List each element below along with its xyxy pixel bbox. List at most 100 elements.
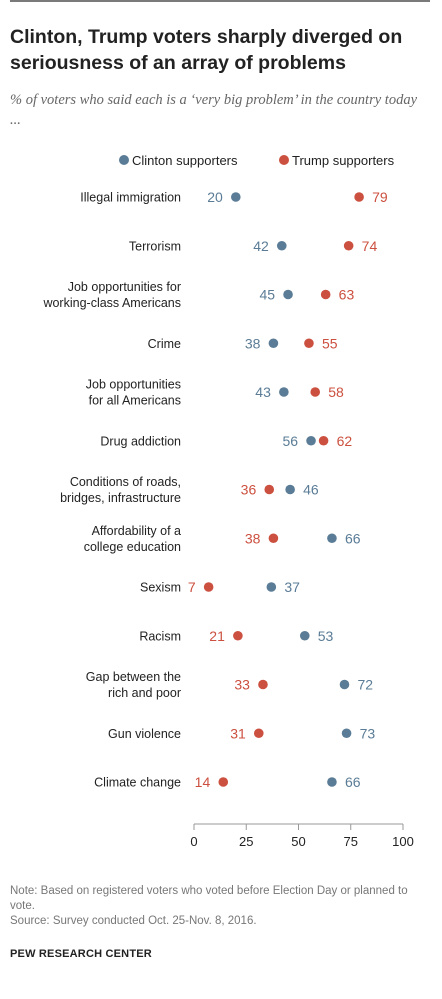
clinton-value-label: 66 <box>345 530 361 546</box>
trump-dot <box>318 435 329 446</box>
trump-value-label: 58 <box>328 384 344 400</box>
category-label-line: Drug addiction <box>100 434 181 448</box>
footer-logo-text: PEW RESEARCH CENTER <box>10 948 152 960</box>
clinton-value-label: 20 <box>207 189 223 205</box>
trump-dot <box>258 679 268 690</box>
trump-value-label: 55 <box>322 335 338 351</box>
trump-dot <box>233 630 243 641</box>
row-12: Gun violence 73 31 <box>108 725 375 741</box>
row-13: Climate change 66 14 <box>94 774 361 790</box>
category-label-line: Job opportunities <box>86 378 181 392</box>
trump-dot <box>304 338 314 349</box>
trump-value-label: 33 <box>234 677 250 693</box>
category-label: Sexism <box>140 581 181 595</box>
category-label: Racism <box>139 629 181 643</box>
legend-trump-marker <box>279 155 289 165</box>
chart-subtitle: % of voters who said each is a ‘very big… <box>10 92 417 128</box>
clinton-value-label: 73 <box>360 725 376 741</box>
category-label-line: Gap between the <box>86 670 181 684</box>
clinton-dot <box>299 630 310 641</box>
category-label-line: for all Americans <box>89 394 181 408</box>
clinton-dot <box>279 387 289 397</box>
category-label-line: Illegal immigration <box>80 191 181 205</box>
trump-value-label: 38 <box>245 530 261 546</box>
clinton-dot <box>276 240 287 251</box>
dot-plot-chart: Clinton supporters Trump supporters Illega… <box>42 153 414 849</box>
legend-clinton-marker <box>119 155 129 165</box>
row-3: Job opportunities for working-class Ameri… <box>42 280 354 310</box>
category-label-line: rich and poor <box>108 686 181 700</box>
clinton-dot <box>327 533 337 544</box>
x-tick-label: 25 <box>239 834 253 849</box>
row-7: Conditions of roads, bridges, infrastruct… <box>60 475 319 505</box>
trump-value-label: 21 <box>209 628 225 644</box>
category-label: Terrorism <box>129 239 181 253</box>
clinton-value-label: 42 <box>253 238 269 254</box>
category-label: Job opportunities for all Americans <box>86 378 181 408</box>
legend-trump-label: Trump supporters <box>292 153 395 168</box>
trump-value-label: 14 <box>195 774 211 790</box>
trump-dot <box>218 777 229 787</box>
row-5: Job opportunities for all Americans 43 58 <box>86 378 344 408</box>
row-6: Drug addiction 56 62 <box>100 433 352 449</box>
trump-dot <box>253 728 264 739</box>
category-label: Job opportunities for working-class Ameri… <box>42 280 181 310</box>
source-text: Source: Survey conducted Oct. 25-Nov. 8,… <box>10 915 257 927</box>
trump-dot <box>343 240 354 251</box>
clinton-value-label: 46 <box>303 482 319 498</box>
clinton-value-label: 56 <box>282 433 298 449</box>
row-8: Affordability of a college education 66 38 <box>84 524 361 554</box>
category-label-line: Gun violence <box>108 727 181 741</box>
trump-value-label: 7 <box>188 579 196 595</box>
x-tick-label: 75 <box>344 834 358 849</box>
clinton-value-label: 45 <box>259 287 275 303</box>
clinton-value-label: 43 <box>255 384 271 400</box>
category-label: Crime <box>148 337 181 351</box>
trump-value-label: 63 <box>339 287 355 303</box>
category-label-line: Terrorism <box>129 239 181 253</box>
trump-dot <box>264 484 275 495</box>
category-label-line: Climate change <box>94 776 181 790</box>
clinton-value-label: 66 <box>345 774 361 790</box>
row-9: Sexism 37 7 <box>140 579 300 595</box>
category-label-line: Sexism <box>140 581 181 595</box>
trump-dot <box>203 582 214 592</box>
category-label: Conditions of roads, bridges, infrastruct… <box>60 475 181 505</box>
clinton-value-label: 72 <box>357 677 373 693</box>
category-label-line: Job opportunities for <box>68 280 181 294</box>
category-label-line: college education <box>84 540 181 554</box>
row-2: Terrorism 42 74 <box>129 238 378 254</box>
category-label-line: bridges, infrastructure <box>60 491 181 505</box>
category-label-line: Conditions of roads, <box>70 475 181 489</box>
clinton-dot <box>339 679 350 690</box>
category-label: Illegal immigration <box>80 191 181 205</box>
x-tick-label: 0 <box>190 834 197 849</box>
trump-value-label: 31 <box>230 725 246 741</box>
category-label: Gap between the rich and poor <box>86 670 181 700</box>
category-label-line: Affordability of a <box>92 524 181 538</box>
category-label-line: Crime <box>148 337 181 351</box>
clinton-dot <box>285 484 295 495</box>
clinton-dot <box>327 777 337 787</box>
category-label: Drug addiction <box>100 434 181 448</box>
trump-dot <box>354 192 364 202</box>
clinton-dot <box>306 435 316 446</box>
x-tick-label: 100 <box>392 834 414 849</box>
category-label-line: Racism <box>139 629 181 643</box>
category-label: Gun violence <box>108 727 181 741</box>
top-rule <box>10 0 430 2</box>
row-10: Racism 53 21 <box>139 628 333 644</box>
trump-value-label: 62 <box>337 433 353 449</box>
legend-clinton-label: Clinton supporters <box>132 153 238 168</box>
x-tick-label: 50 <box>291 834 305 849</box>
clinton-dot <box>231 192 241 202</box>
trump-value-label: 79 <box>372 189 388 205</box>
category-label: Climate change <box>94 776 181 790</box>
clinton-dot <box>268 338 279 349</box>
notes: Note: Based on registered voters who vot… <box>10 884 430 929</box>
clinton-dot <box>341 728 352 739</box>
clinton-dot <box>266 582 277 592</box>
row-11: Gap between the rich and poor 72 33 <box>86 670 373 700</box>
trump-dot <box>310 387 321 397</box>
note-text: Note: Based on registered voters who vot… <box>10 885 408 912</box>
